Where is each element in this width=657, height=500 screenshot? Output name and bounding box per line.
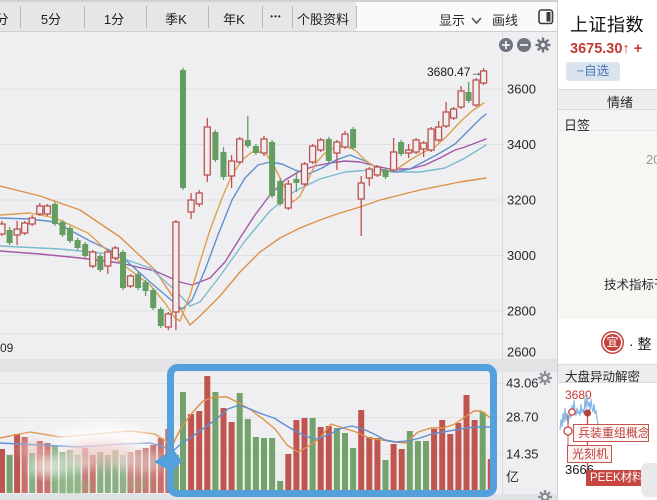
svg-text:3600: 3600 [507, 82, 536, 97]
svg-text:3000: 3000 [507, 248, 536, 263]
svg-text:3680.47→: 3680.47→ [427, 65, 482, 79]
svg-text:14.35: 14.35 [506, 447, 539, 462]
svg-text:09: 09 [0, 341, 14, 355]
svg-text:亿: 亿 [506, 470, 519, 485]
svg-text:2600: 2600 [507, 345, 536, 360]
svg-text:2800: 2800 [507, 304, 536, 319]
svg-text:28.70: 28.70 [506, 410, 539, 425]
svg-text:3200: 3200 [507, 193, 536, 208]
svg-text:43.06: 43.06 [506, 376, 539, 391]
svg-text:3400: 3400 [507, 137, 536, 152]
